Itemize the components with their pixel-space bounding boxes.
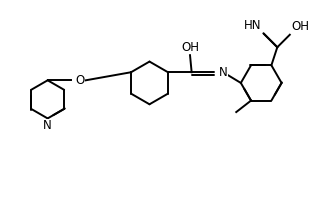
Text: N: N bbox=[219, 66, 227, 79]
Text: OH: OH bbox=[181, 41, 199, 54]
Text: OH: OH bbox=[291, 20, 309, 33]
Text: HN: HN bbox=[244, 19, 262, 32]
Text: O: O bbox=[75, 74, 84, 87]
Text: N: N bbox=[43, 119, 52, 132]
